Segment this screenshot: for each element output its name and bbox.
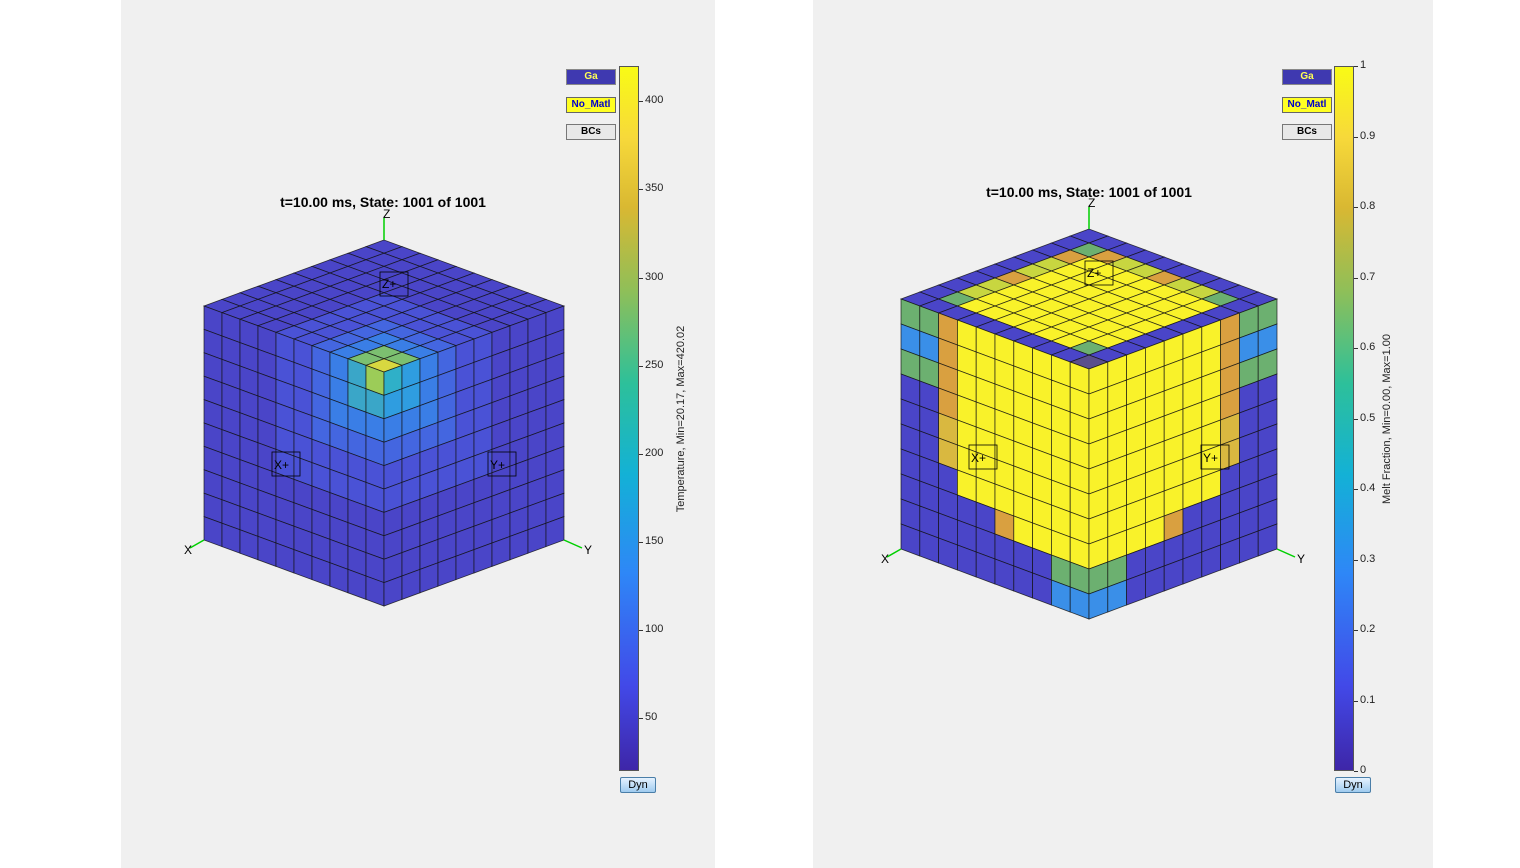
- yplus-face-label: Y+: [1203, 451, 1218, 465]
- melt-fraction-colorbar-label: Melt Fraction, Min=0.00, Max=1.00: [1381, 334, 1393, 504]
- z-axis-label: Z: [1088, 196, 1095, 210]
- colorbar-tick-label: 1: [1360, 59, 1367, 71]
- legend-no-matl-button[interactable]: No_Matl: [566, 97, 616, 113]
- x-axis-label: X: [184, 543, 192, 557]
- y-axis-line: [563, 539, 583, 549]
- colorbar-tick-label: 250: [645, 358, 664, 371]
- zplus-face-label: Z+: [1087, 266, 1101, 280]
- colorbar-tick-label: 0.5: [1360, 411, 1376, 424]
- colorbar-tick-label: 0.1: [1360, 693, 1376, 706]
- melt-fraction-colorbar: [1334, 66, 1354, 771]
- colorbar-tick-mark: [639, 718, 643, 720]
- y-axis-line: [1276, 548, 1296, 558]
- colorbar-tick-mark: [1354, 207, 1358, 208]
- left-figure-panel: Z X Y Z+ X+ Y+ t=10.00 ms, State: 1001 of 100…: [121, 0, 715, 868]
- right-figure-panel: Z X Y Z+ X+ Y+ t=10.00 ms, State: 1001 of 100…: [813, 0, 1433, 868]
- colorbar-tick-label: 50: [645, 711, 658, 724]
- left-plot-title: t=10.00 ms, State: 1001 of 1001: [280, 194, 486, 210]
- x-axis-line: [189, 539, 205, 549]
- x-axis-label: X: [881, 552, 889, 566]
- zplus-face-label: Z+: [382, 277, 396, 291]
- legend-ga-button[interactable]: Ga: [566, 69, 616, 85]
- colorbar-tick-mark: [639, 365, 643, 367]
- colorbar-tick-label: 0.8: [1360, 200, 1376, 212]
- legend-no-matl-button[interactable]: No_Matl: [1282, 97, 1332, 113]
- colorbar-tick-label: 200: [645, 446, 664, 459]
- legend-bcs-button[interactable]: BCs: [566, 124, 616, 140]
- colorbar-tick-mark: [1354, 559, 1358, 561]
- xplus-face-marker: [968, 444, 998, 470]
- zplus-face-marker: [379, 271, 409, 297]
- colorbar-tick-label: 0.3: [1360, 552, 1376, 565]
- zplus-face-marker: [1084, 260, 1114, 286]
- xplus-face-label: X+: [971, 451, 986, 465]
- colorbar-tick-mark: [639, 189, 643, 191]
- colorbar-tick-label: 100: [645, 623, 664, 636]
- dyn-button-left[interactable]: Dyn: [620, 777, 656, 793]
- colorbar-tick-label: 0.7: [1360, 270, 1376, 283]
- colorbar-tick-label: 0.4: [1360, 482, 1376, 494]
- yplus-face-label: Y+: [490, 458, 505, 472]
- colorbar-tick-mark: [1354, 418, 1358, 420]
- colorbar-tick-mark: [639, 101, 643, 103]
- colorbar-tick-label: 0.9: [1360, 129, 1376, 142]
- yplus-face-marker: [1200, 444, 1230, 470]
- colorbar-tick-label: 150: [645, 535, 664, 548]
- x-axis-line: [886, 548, 902, 558]
- xplus-face-marker: [271, 451, 301, 477]
- temperature-cube-plot[interactable]: Z X Y Z+ X+ Y+: [121, 0, 715, 868]
- colorbar-tick-label: 0: [1360, 764, 1367, 776]
- z-axis-label: Z: [383, 207, 390, 221]
- colorbar-tick-label: 350: [645, 182, 664, 195]
- yplus-face-marker: [487, 451, 517, 477]
- colorbar-tick-mark: [1354, 277, 1358, 279]
- temperature-colorbar: [619, 66, 639, 771]
- temperature-colorbar-label: Temperature, Min=20.17, Max=420.02: [675, 325, 687, 513]
- colorbar-tick-mark: [639, 453, 643, 455]
- colorbar-tick-mark: [1354, 348, 1358, 349]
- colorbar-tick-label: 0.2: [1360, 623, 1376, 635]
- colorbar-tick-label: 400: [645, 94, 664, 107]
- colorbar-tick-mark: [639, 630, 643, 632]
- colorbar-tick-label: 300: [645, 270, 664, 283]
- xplus-face-label: X+: [274, 458, 289, 472]
- colorbar-tick-mark: [1354, 489, 1358, 490]
- colorbar-tick-label: 0.6: [1360, 341, 1376, 353]
- colorbar-tick-mark: [639, 542, 643, 544]
- y-axis-label: Y: [1297, 552, 1305, 566]
- colorbar-tick-mark: [1354, 630, 1358, 631]
- y-axis-label: Y: [584, 543, 592, 557]
- colorbar-tick-mark: [1354, 771, 1358, 772]
- legend-ga-button[interactable]: Ga: [1282, 69, 1332, 85]
- right-plot-title: t=10.00 ms, State: 1001 of 1001: [986, 184, 1192, 200]
- colorbar-tick-mark: [639, 277, 643, 279]
- legend-bcs-button[interactable]: BCs: [1282, 124, 1332, 140]
- colorbar-tick-mark: [1354, 66, 1358, 67]
- dyn-button-right[interactable]: Dyn: [1335, 777, 1371, 793]
- colorbar-tick-mark: [1354, 700, 1358, 702]
- melt-fraction-cube-plot[interactable]: Z X Y Z+ X+ Y+: [813, 0, 1433, 868]
- colorbar-tick-mark: [1354, 136, 1358, 138]
